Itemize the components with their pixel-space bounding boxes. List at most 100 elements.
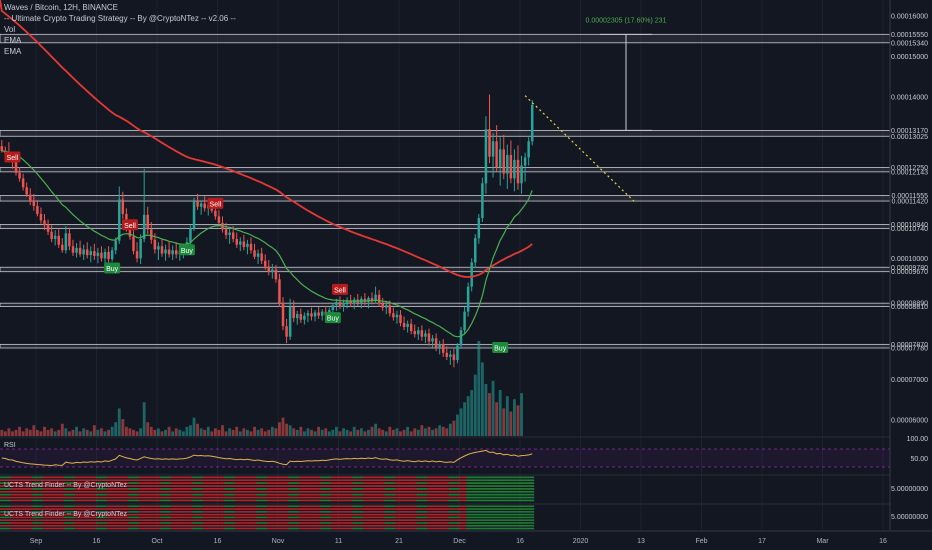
trend-cell [277,488,282,490]
trend-cell [388,513,392,516]
candle-body [506,155,509,174]
rsi-title[interactable]: RSI [4,442,16,449]
trend-cell [291,499,296,502]
trend-cell [39,488,43,490]
trend-cell [505,508,510,510]
trend-cell [78,513,83,516]
trend-cell [113,513,118,516]
indicator-ema-2[interactable]: EMA [4,47,22,56]
trend-cell [398,476,403,479]
trend-cell [192,496,196,499]
trend-cell [380,513,385,516]
trend-cell [345,519,350,521]
trend-cell [363,508,367,510]
trend-cell [398,513,403,516]
indicator-ema-1[interactable]: EMA [4,36,22,45]
drawings[interactable] [524,33,652,204]
trend-cell [445,519,449,521]
candle-body [513,159,516,179]
trend-cell [167,479,172,482]
trend-cell [416,493,421,496]
strategy-title[interactable]: -- Ultimate Crypto Trading Strategy -- B… [4,14,236,23]
trend-cell [24,485,29,487]
trend-cell [39,519,43,521]
trend-cell [128,508,132,510]
trend-cell [10,508,15,510]
trend-cell [363,505,367,508]
rsi-tick-label: 100.00 [907,436,929,443]
trend-cell [277,511,282,513]
trend-cell [398,508,403,510]
trend-cell [366,490,371,493]
trend-cell [281,513,285,516]
trend-cell [480,485,485,487]
trend-cell [170,479,175,482]
trend-cell [263,524,268,527]
trend-cell [466,493,471,496]
trend-cell [377,499,382,502]
trend-cell [3,496,8,499]
trend-cell [3,499,8,502]
trend-cell [434,516,439,519]
trend-cell [234,505,239,508]
trend-cell [39,505,43,508]
trend-cell [277,524,282,527]
candle-body [434,338,438,348]
trend-cell [484,488,488,490]
trend-cell [291,479,296,482]
candle-body [420,330,424,337]
trend-cell [320,485,325,487]
trend-cell [281,524,285,527]
trend-cell [156,488,161,490]
candlesticks[interactable] [0,94,534,368]
signal-tag-bg [4,151,21,163]
trend-cell [210,516,214,519]
trend-cell [377,490,382,493]
trend-cell [473,516,478,519]
trend-cell [106,519,111,521]
trend-cell [473,522,478,524]
trend-cell [238,485,243,487]
trend-finder-title-2[interactable]: UCTS Trend Finder -- By @CryptoNTez [4,511,128,518]
trend-cell [498,479,503,482]
trend-cell [145,508,150,510]
trend-cell [64,508,68,510]
trend-finder-title-1[interactable]: UCTS Trend Finder -- By @CryptoNTez [4,482,128,489]
trend-cell [242,516,246,519]
trend-cell [210,490,214,493]
trend-cell [199,485,204,487]
trend-cell [291,524,296,527]
trend-cell [523,490,528,493]
trend-cell [430,527,435,530]
trend-cell [377,516,382,519]
trend-cell [78,496,83,499]
trend-cell [224,516,229,519]
trend-cell [60,516,65,519]
trend-cell [306,513,310,516]
symbol-title[interactable]: Waves / Bitcoin, 12H, BINANCE [4,3,118,12]
trend-cell [206,505,211,508]
trend-cell [28,513,33,516]
trend-cell [306,499,310,502]
trend-cell [160,505,164,508]
trend-cell [277,493,282,496]
trend-cell [423,493,428,496]
signal-label: Sell [7,155,19,162]
trend-cell [466,479,471,482]
trend-cell [405,519,410,521]
indicator-vol[interactable]: Vol [4,25,16,34]
trend-cell [352,505,357,508]
trend-cell [103,519,107,521]
trend-cell [60,493,65,496]
trend-cell [420,476,424,479]
candle-body [263,260,267,267]
trend-cell [462,505,467,508]
trend-cell [445,488,449,490]
trend-cell [249,482,253,484]
trend-cell [519,527,524,530]
trend-cell [85,499,90,502]
trend-cell [480,511,485,513]
trend-cell [466,522,471,524]
trend-cell [295,524,300,527]
